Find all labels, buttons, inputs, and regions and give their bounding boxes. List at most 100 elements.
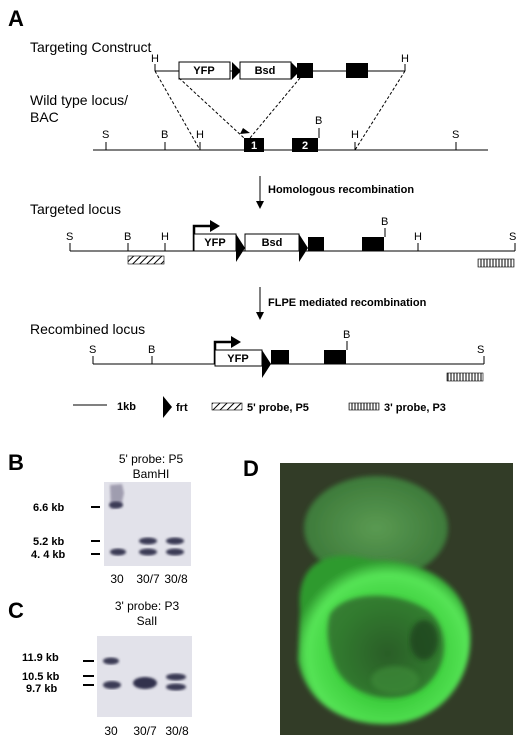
sali-site: S	[477, 344, 484, 356]
size-marker: 6.6 kb	[33, 502, 64, 514]
flpe-recombination-step: FLPE mediated recombination	[256, 287, 427, 320]
probe-3-bar	[477, 258, 515, 268]
gel-c-band-10-5	[166, 673, 186, 681]
sali-site: S	[509, 231, 516, 243]
gel-c-band-9-7	[166, 683, 186, 691]
exon-2-box	[292, 138, 318, 152]
probe-3-label: 3' probe, P3	[384, 402, 446, 414]
panel-b-enzyme-title: BamHI	[133, 467, 170, 481]
yfp-box	[178, 61, 231, 80]
size-marker: 9.7 kb	[26, 683, 57, 695]
promoter-arrowhead	[231, 336, 241, 348]
targeted-locus: S B H YFP Bsd B H S	[66, 216, 516, 268]
panel-c-probe-title: 3' probe: P3	[115, 599, 180, 613]
yfp-label: YFP	[227, 353, 248, 365]
bamhi-site: B	[161, 129, 168, 141]
hindiii-site: H	[161, 231, 169, 243]
frt-legend-marker	[163, 396, 172, 418]
gel-b-band-6-6	[109, 501, 123, 509]
sali-site: S	[102, 129, 109, 141]
promoter-arrowhead	[210, 220, 220, 232]
frt-label: frt	[176, 402, 188, 414]
hindiii-site: H	[414, 231, 422, 243]
exon-box	[308, 237, 324, 251]
sali-site: S	[66, 231, 73, 243]
lane-label: 30/7	[133, 724, 157, 738]
bamhi-site: B	[315, 115, 322, 127]
targeting-construct-label: Targeting Construct	[30, 39, 152, 55]
lane-label: 30/8	[164, 572, 188, 586]
wildtype-label-line2: BAC	[30, 109, 59, 125]
sali-site: S	[89, 344, 96, 356]
frt-marker	[236, 234, 245, 262]
exon-box	[297, 63, 313, 78]
probe-5-bar	[127, 255, 165, 265]
exon-box	[324, 350, 346, 364]
size-marker: 11.9 kb	[22, 652, 59, 664]
embryo-fluorescence-image	[280, 463, 513, 735]
yfp-label: YFP	[204, 237, 225, 249]
sali-site: S	[452, 129, 459, 141]
lane-label: 30/8	[165, 724, 189, 738]
embryo-head	[304, 476, 448, 580]
gel-b-band-5-2	[166, 537, 184, 545]
exon-box	[362, 237, 384, 251]
panel-b-letter: B	[8, 450, 24, 475]
size-marker: 10.5 kb	[22, 671, 60, 683]
size-marker: 4. 4 kb	[31, 549, 66, 561]
embryo-limb	[371, 666, 419, 694]
gel-b	[104, 482, 191, 566]
frt-marker	[299, 234, 308, 262]
bamhi-site: B	[343, 329, 350, 341]
gel-b-band-5-2	[139, 537, 157, 545]
exon-1-label: 1	[251, 140, 257, 152]
gel-b-band-4-4	[166, 548, 184, 556]
hindiii-site: H	[401, 53, 409, 65]
bamhi-site: B	[148, 344, 155, 356]
homologous-recombination-step: Homologous recombination	[256, 176, 414, 209]
gel-c	[97, 636, 192, 717]
lane-label: 30	[110, 572, 124, 586]
hindiii-site: H	[196, 129, 204, 141]
lane-label: 30	[104, 724, 118, 738]
bamhi-site: B	[381, 216, 388, 228]
wildtype-locus: S B H 1 2 B H S	[93, 115, 488, 152]
homology-lines	[154, 70, 406, 151]
flpe-recombination-label: FLPE mediated recombination	[268, 297, 427, 309]
exon-2-label: 2	[302, 140, 308, 152]
targeting-construct: H H YFP Bsd	[151, 53, 409, 80]
probe-3-legend-bar	[348, 402, 380, 411]
lane-label: 30/7	[136, 572, 160, 586]
gel-b-band-4-4	[139, 548, 157, 556]
probe-3-bar	[446, 372, 484, 382]
hindiii-site: H	[351, 129, 359, 141]
panel-c-enzyme-title: SalI	[137, 614, 158, 628]
gel-c-band-9-7	[103, 681, 121, 689]
scale-label: 1kb	[117, 401, 136, 413]
exon-1-box	[244, 138, 264, 152]
start-arrowhead	[240, 128, 250, 134]
exon-box	[346, 63, 368, 78]
hindiii-site: H	[151, 53, 159, 65]
bamhi-site: B	[124, 231, 131, 243]
probe-5-label: 5' probe, P5	[247, 402, 309, 414]
gel-b-band-4-4	[110, 548, 126, 556]
bsd-label: Bsd	[255, 65, 276, 77]
wildtype-label-line1: Wild type locus/	[30, 92, 128, 108]
panel-c-letter: C	[8, 598, 24, 623]
frt-marker	[232, 62, 241, 80]
probe-5-legend-bar	[211, 402, 243, 411]
legend: 1kb frt 5' probe, P5 3' probe, P3	[73, 396, 446, 418]
panel-d-letter: D	[243, 456, 259, 481]
panel-a-letter: A	[8, 6, 24, 31]
yfp-label: YFP	[193, 65, 214, 77]
embryo-shadow	[410, 620, 438, 660]
targeted-locus-label: Targeted locus	[30, 201, 121, 217]
frt-marker	[262, 350, 271, 378]
recombined-locus: S B YFP B S	[89, 329, 485, 382]
recombined-locus-label: Recombined locus	[30, 321, 145, 337]
frt-marker	[291, 62, 300, 80]
embryo-inner	[327, 595, 445, 698]
size-marker: 5.2 kb	[33, 536, 64, 548]
